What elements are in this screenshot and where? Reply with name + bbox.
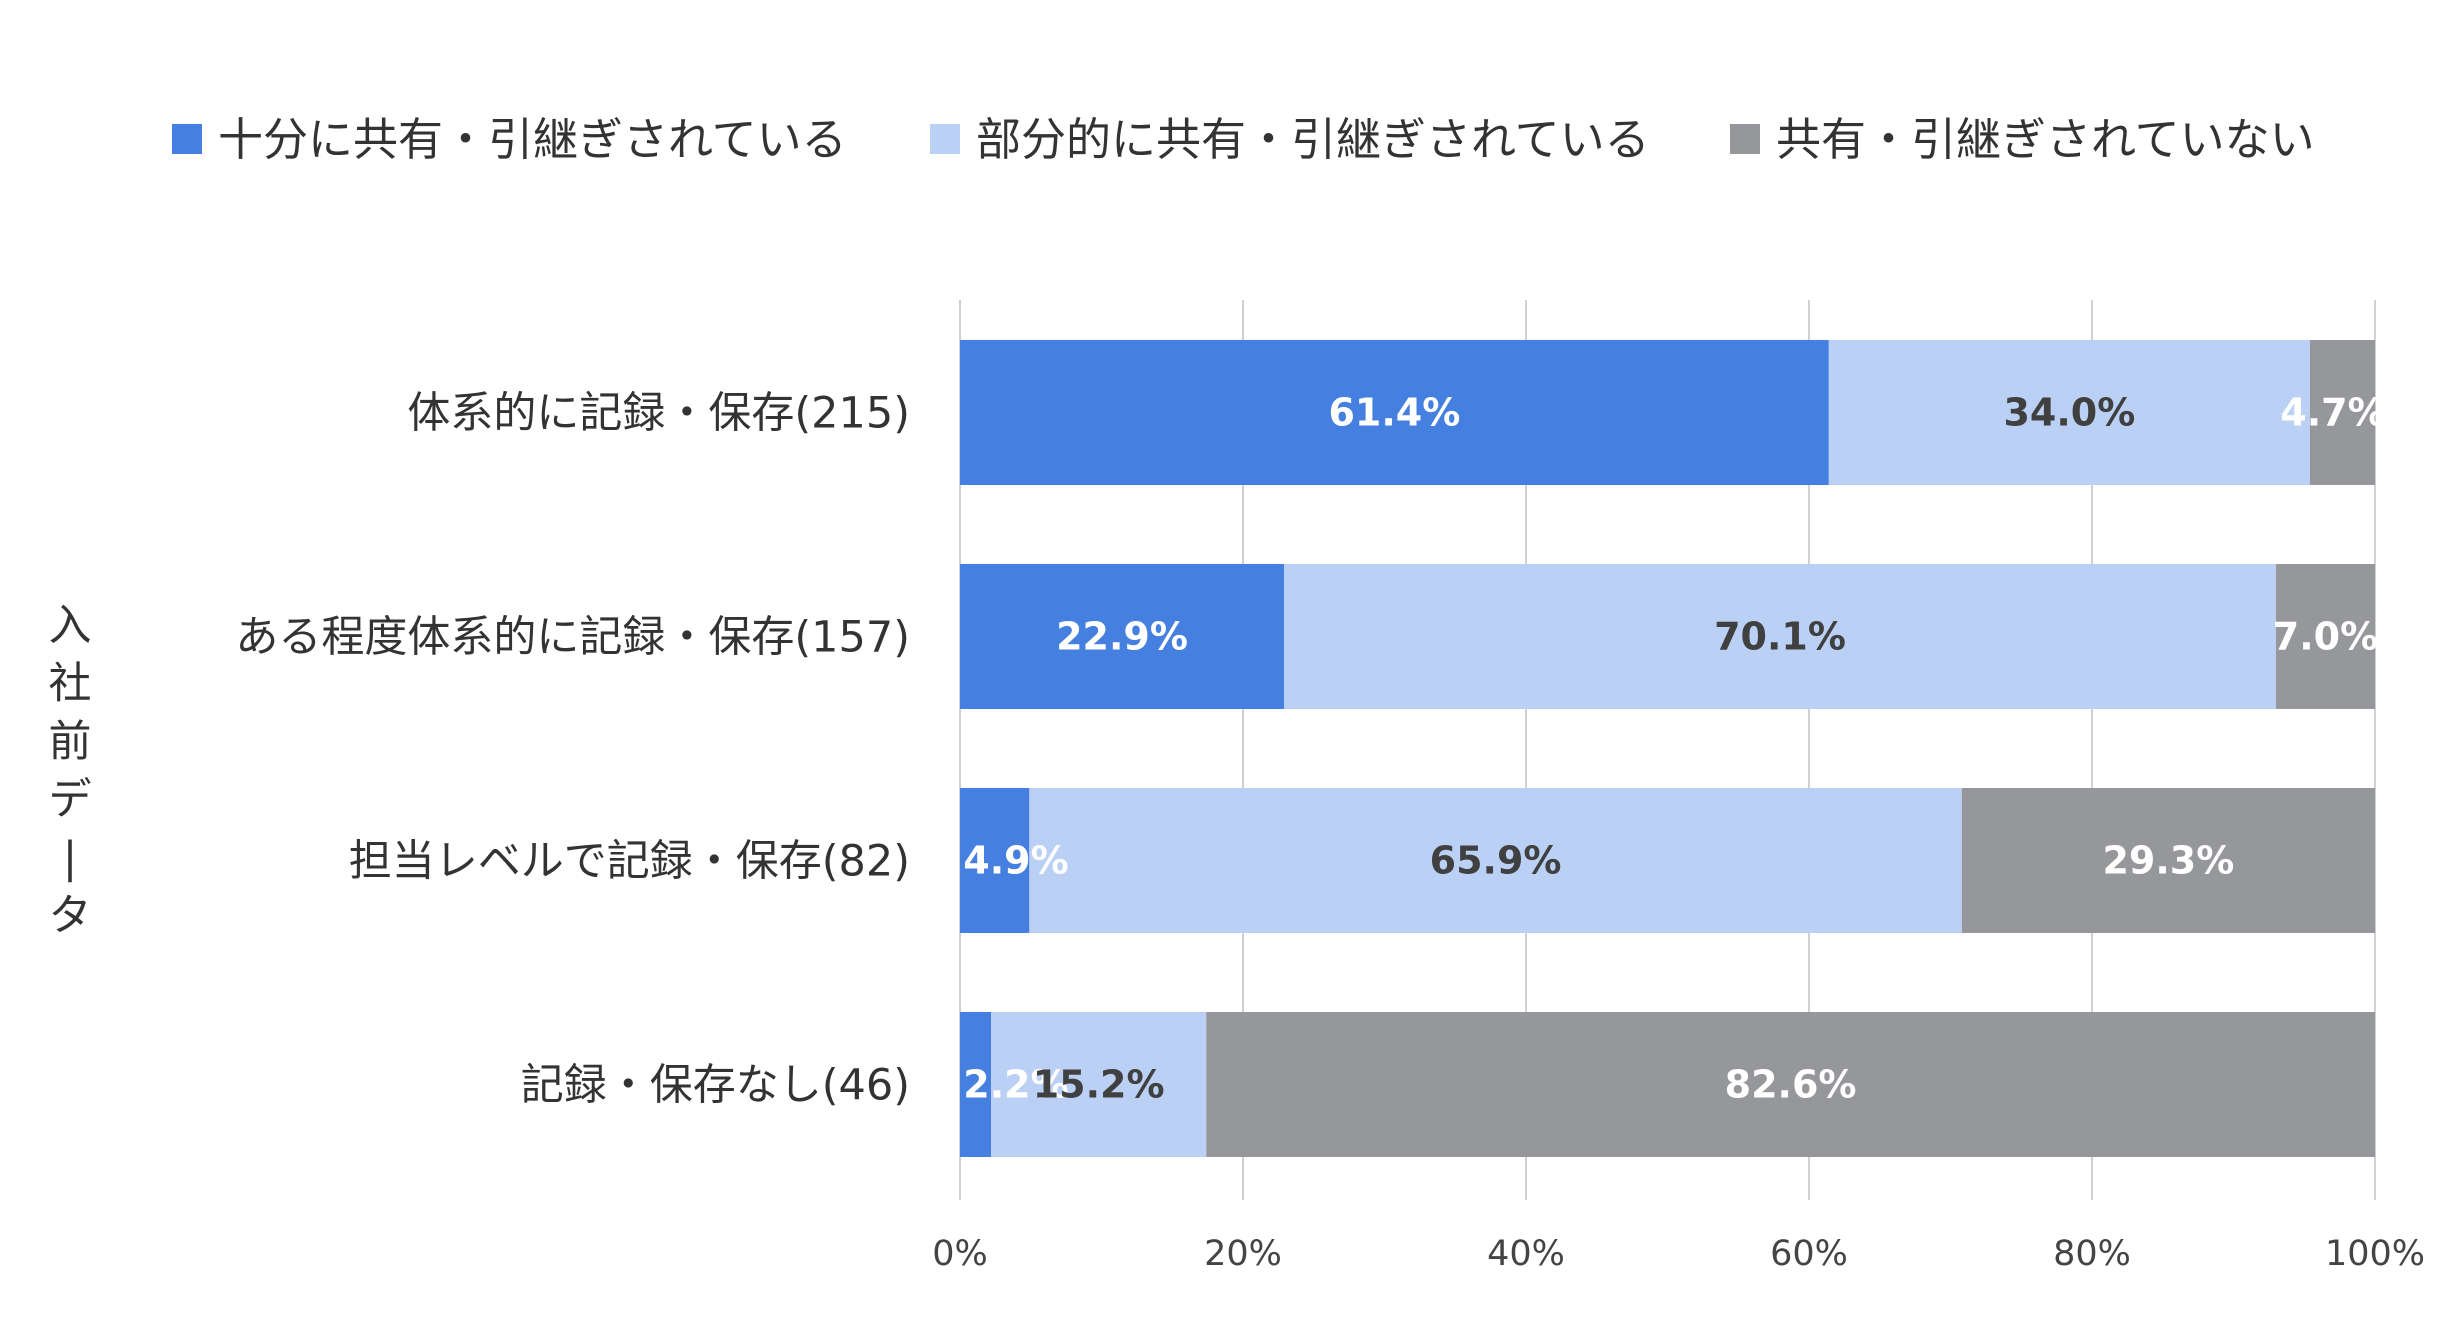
bar-segment (1029, 788, 1962, 933)
x-tick-labels: 0% 20% 40% 60% 80% 100% (932, 1234, 2425, 1274)
data-label: 22.9% (1056, 615, 1188, 659)
data-labels: 61.4% 34.0% 4.7% 22.9% 70.1% 7.0% 4.9% 65.9% 29.… (963, 391, 2385, 1107)
legend: 十分に共有・引継ぎされている 部分的に共有・引継ぎされている 共有・引継ぎされていな… (172, 113, 2315, 166)
y-axis-title-char: 入 (49, 601, 92, 651)
y-axis-title-char: | (63, 833, 78, 883)
bar-segment (1206, 1012, 2375, 1157)
data-label: 29.3% (2102, 839, 2234, 883)
category-label: 担当レベルで記録・保存(82) (349, 837, 910, 887)
legend-swatch (930, 124, 960, 154)
data-label: 61.4% (1328, 391, 1460, 435)
bar-segment (960, 1012, 992, 1157)
data-label: 65.9% (1430, 839, 1562, 883)
bar-segment (2309, 340, 2375, 485)
x-tick-label: 40% (1487, 1234, 1565, 1274)
x-tick-label: 100% (2325, 1234, 2425, 1274)
bars (960, 340, 2375, 1157)
legend-label: 十分に共有・引継ぎされている (218, 113, 847, 166)
bar-segment (960, 788, 1030, 933)
y-axis-title-char: デ (49, 775, 92, 825)
data-label: 82.6% (1725, 1063, 1857, 1107)
legend-swatch (1730, 124, 1760, 154)
y-axis-title-char: 社 (49, 659, 92, 709)
data-label: 4.7% (2280, 391, 2385, 435)
category-label: ある程度体系的に記録・保存(157) (235, 613, 910, 663)
data-label: 15.2% (1033, 1063, 1165, 1107)
legend-swatch (172, 124, 202, 154)
bar-segment (1961, 788, 2375, 933)
y-axis-title-char: タ (49, 891, 92, 941)
bar-segment (960, 564, 1285, 709)
bar-segment (960, 340, 1829, 485)
data-label: 34.0% (2003, 391, 2135, 435)
x-tick-label: 80% (2053, 1234, 2131, 1274)
x-tick-label: 60% (1770, 1234, 1848, 1274)
legend-label: 共有・引継ぎされていない (1776, 113, 2315, 166)
y-axis-title-char: 前 (49, 717, 92, 767)
data-label: 2.2% (963, 1063, 1068, 1107)
category-label: 記録・保存なし(46) (521, 1061, 910, 1111)
category-label: 体系的に記録・保存(215) (407, 389, 910, 439)
bar-segment (1828, 340, 2310, 485)
bar-segment (1284, 564, 2276, 709)
x-tick-label: 0% (932, 1234, 988, 1274)
data-label: 70.1% (1714, 615, 1846, 659)
category-labels: 体系的に記録・保存(215) ある程度体系的に記録・保存(157) 担当レベルで記録… (235, 389, 910, 1111)
bar-segment (991, 1012, 1207, 1157)
data-label: 7.0% (2273, 615, 2378, 659)
legend-label: 部分的に共有・引継ぎされている (976, 113, 1650, 166)
bar-segment (2275, 564, 2375, 709)
x-tick-label: 20% (1204, 1234, 1282, 1274)
data-label: 4.9% (963, 839, 1068, 883)
